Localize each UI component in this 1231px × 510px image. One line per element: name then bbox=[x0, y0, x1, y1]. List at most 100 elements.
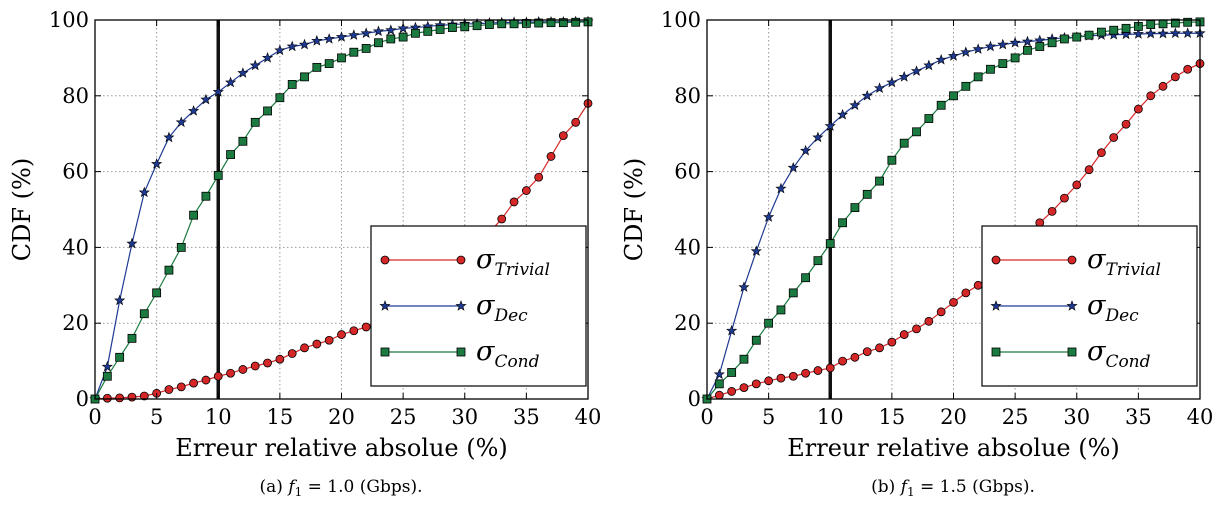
data-point-trivial bbox=[1158, 81, 1168, 91]
x-tick-label: 10 bbox=[205, 405, 232, 429]
data-point-trivial bbox=[1146, 91, 1156, 101]
legend-marker-cond bbox=[991, 347, 1001, 357]
x-tick-label: 25 bbox=[390, 405, 417, 429]
data-point-dec bbox=[323, 33, 335, 44]
data-point-dec bbox=[237, 67, 249, 78]
figure-caption: (b) f1 = 1.5 (Gbps). bbox=[871, 477, 1035, 499]
data-point-trivial bbox=[813, 366, 823, 375]
data-point-trivial bbox=[850, 352, 860, 362]
y-axis-label: CDF (%) bbox=[620, 158, 648, 261]
data-point-trivial bbox=[949, 297, 958, 307]
y-tick-label: 40 bbox=[62, 235, 89, 259]
data-point-cond bbox=[973, 72, 983, 82]
y-tick-label: 100 bbox=[661, 8, 701, 32]
data-point-trivial bbox=[899, 330, 909, 339]
data-point-trivial bbox=[287, 349, 297, 358]
data-point-dec bbox=[397, 22, 409, 34]
data-point-cond bbox=[176, 242, 186, 252]
data-point-dec bbox=[188, 105, 200, 116]
data-point-cond bbox=[435, 25, 445, 34]
x-tick-label: 0 bbox=[88, 405, 101, 429]
data-point-cond bbox=[838, 218, 847, 228]
data-point-dec bbox=[775, 182, 787, 194]
data-point-trivial bbox=[838, 356, 847, 366]
data-point-trivial bbox=[1133, 104, 1143, 114]
data-point-trivial bbox=[521, 186, 531, 195]
data-point-dec bbox=[163, 131, 175, 143]
x-tick-label: 0 bbox=[700, 405, 713, 429]
x-tick-label: 35 bbox=[1125, 405, 1152, 429]
data-point-dec bbox=[385, 24, 397, 35]
legend-marker-trivial bbox=[456, 255, 466, 265]
y-tick-label: 0 bbox=[688, 387, 701, 411]
data-point-dec bbox=[812, 131, 824, 143]
x-tick-label: 35 bbox=[513, 405, 540, 429]
data-point-cond bbox=[924, 114, 934, 123]
x-tick-label: 30 bbox=[451, 405, 478, 429]
legend-entry-cond: σCond bbox=[991, 336, 1151, 372]
data-point-dec bbox=[886, 76, 898, 88]
data-point-cond bbox=[727, 368, 737, 377]
data-point-cond bbox=[546, 18, 556, 28]
data-point-dec bbox=[101, 360, 113, 372]
data-point-cond bbox=[912, 127, 921, 137]
x-tick-label: 15 bbox=[267, 405, 294, 429]
legend-marker-dec bbox=[990, 300, 1002, 311]
data-point-dec bbox=[972, 43, 984, 54]
x-tick-label: 40 bbox=[575, 405, 602, 429]
data-point-dec bbox=[861, 89, 873, 101]
y-tick-label: 60 bbox=[674, 160, 701, 184]
data-point-trivial bbox=[497, 214, 507, 224]
data-point-dec bbox=[311, 34, 323, 46]
data-point-trivial bbox=[324, 335, 334, 345]
series-dec bbox=[701, 27, 1206, 404]
data-point-cond bbox=[324, 59, 334, 68]
data-point-trivial bbox=[973, 280, 983, 290]
data-point-cond bbox=[1170, 18, 1180, 28]
legend-entry-trivial: σTrivial bbox=[991, 244, 1161, 280]
data-point-trivial bbox=[349, 326, 359, 336]
legend-label-cond: σCond bbox=[1087, 336, 1151, 372]
data-point-trivial bbox=[924, 316, 934, 326]
data-point-dec bbox=[984, 40, 997, 52]
data-point-dec bbox=[212, 86, 224, 97]
data-point-dec bbox=[1157, 27, 1169, 39]
data-point-cond bbox=[961, 81, 971, 91]
y-tick-label: 80 bbox=[674, 84, 701, 108]
data-point-dec bbox=[750, 245, 762, 256]
data-point-dec bbox=[138, 186, 150, 198]
data-point-trivial bbox=[1097, 148, 1106, 158]
data-point-trivial bbox=[226, 368, 235, 378]
data-point-dec bbox=[1182, 27, 1194, 39]
data-point-cond bbox=[862, 189, 872, 199]
data-point-cond bbox=[714, 379, 724, 389]
data-point-cond bbox=[998, 59, 1008, 68]
data-point-trivial bbox=[788, 371, 798, 381]
data-point-trivial bbox=[337, 330, 346, 339]
data-point-cond bbox=[386, 34, 396, 44]
data-point-cond bbox=[875, 176, 884, 186]
legend-marker-trivial bbox=[380, 255, 390, 265]
data-point-trivial bbox=[1047, 206, 1057, 216]
data-point-cond bbox=[1072, 32, 1082, 42]
data-point-cond bbox=[788, 288, 798, 298]
data-point-trivial bbox=[176, 382, 186, 392]
data-point-dec bbox=[935, 53, 947, 65]
data-point-trivial bbox=[912, 324, 921, 334]
data-point-cond bbox=[497, 19, 507, 29]
legend-label-cond: σCond bbox=[476, 336, 540, 372]
legend-entry-dec: σDec bbox=[990, 290, 1139, 326]
data-point-cond bbox=[127, 333, 137, 343]
legend-marker-trivial bbox=[1067, 255, 1077, 265]
data-point-dec bbox=[1120, 28, 1132, 40]
data-point-dec bbox=[261, 52, 274, 63]
data-point-dec bbox=[200, 93, 212, 105]
data-point-trivial bbox=[102, 393, 112, 403]
data-point-trivial bbox=[1060, 193, 1069, 203]
data-point-cond bbox=[1158, 19, 1168, 29]
data-point-cond bbox=[558, 18, 568, 28]
data-point-cond bbox=[164, 265, 174, 275]
data-point-cond bbox=[349, 47, 359, 57]
legend-entry-dec: σDec bbox=[379, 290, 528, 326]
data-point-trivial bbox=[238, 365, 248, 374]
